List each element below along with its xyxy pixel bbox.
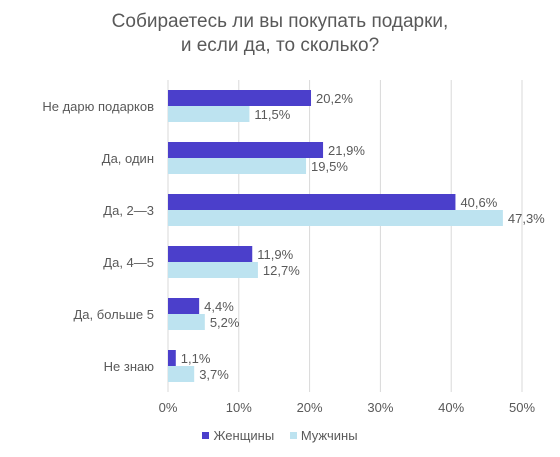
data-label-women: 11,9%: [257, 247, 293, 262]
chart-title-line-2: и если да, то сколько?: [180, 35, 380, 56]
legend-swatch-men: [289, 432, 297, 439]
chart-title-line-1: Собираетесь ли вы покупать подарки,: [111, 11, 449, 32]
bar-women: [168, 246, 253, 262]
chart-title: Собираетесь ли вы покупать подарки, и ес…: [0, 10, 560, 58]
data-label-men: 11,5%: [254, 107, 290, 122]
category-label: Не дарю подарков: [42, 99, 154, 114]
bar-men: [168, 366, 195, 382]
data-label-women: 20,2%: [316, 91, 353, 106]
data-label-men: 3,7%: [199, 367, 229, 382]
x-tick-label: 20%: [297, 400, 323, 415]
bar-men: [168, 210, 503, 226]
legend-item-men: Мужчины: [289, 428, 358, 443]
data-label-men: 19,5%: [311, 159, 348, 174]
x-tick-label: 40%: [438, 400, 464, 415]
x-tick-label: 10%: [226, 400, 252, 415]
bar-women: [168, 142, 324, 158]
bar-women: [168, 350, 176, 366]
category-label: Да, один: [102, 151, 154, 166]
bar-men: [168, 158, 307, 174]
legend-swatch-women: [202, 432, 210, 439]
bar-men: [168, 314, 205, 330]
data-label-men: 12,7%: [263, 263, 300, 278]
data-label-women: 4,4%: [204, 299, 234, 314]
category-label: Не знаю: [104, 359, 155, 374]
data-label-women: 40,6%: [460, 195, 497, 210]
data-label-women: 1,1%: [181, 351, 211, 366]
data-label-men: 5,2%: [210, 315, 240, 330]
bar-men: [168, 262, 258, 278]
chart-legend: Женщины Мужчины: [0, 428, 560, 443]
legend-label-men: Мужчины: [300, 428, 358, 443]
category-label: Да, больше 5: [73, 307, 154, 322]
data-label-women: 21,9%: [328, 143, 365, 158]
category-label: Да, 4—5: [103, 255, 154, 270]
data-label-men: 47,3%: [508, 211, 545, 226]
bar-women: [168, 298, 200, 314]
x-tick-label: 0%: [159, 400, 178, 415]
category-label: Да, 2—3: [103, 203, 154, 218]
bar-women: [168, 90, 312, 106]
legend-label-women: Женщины: [213, 428, 275, 443]
x-tick-label: 50%: [509, 400, 535, 415]
legend-item-women: Женщины: [202, 428, 274, 443]
x-tick-label: 30%: [367, 400, 393, 415]
bar-women: [168, 194, 456, 210]
bar-men: [168, 106, 250, 122]
